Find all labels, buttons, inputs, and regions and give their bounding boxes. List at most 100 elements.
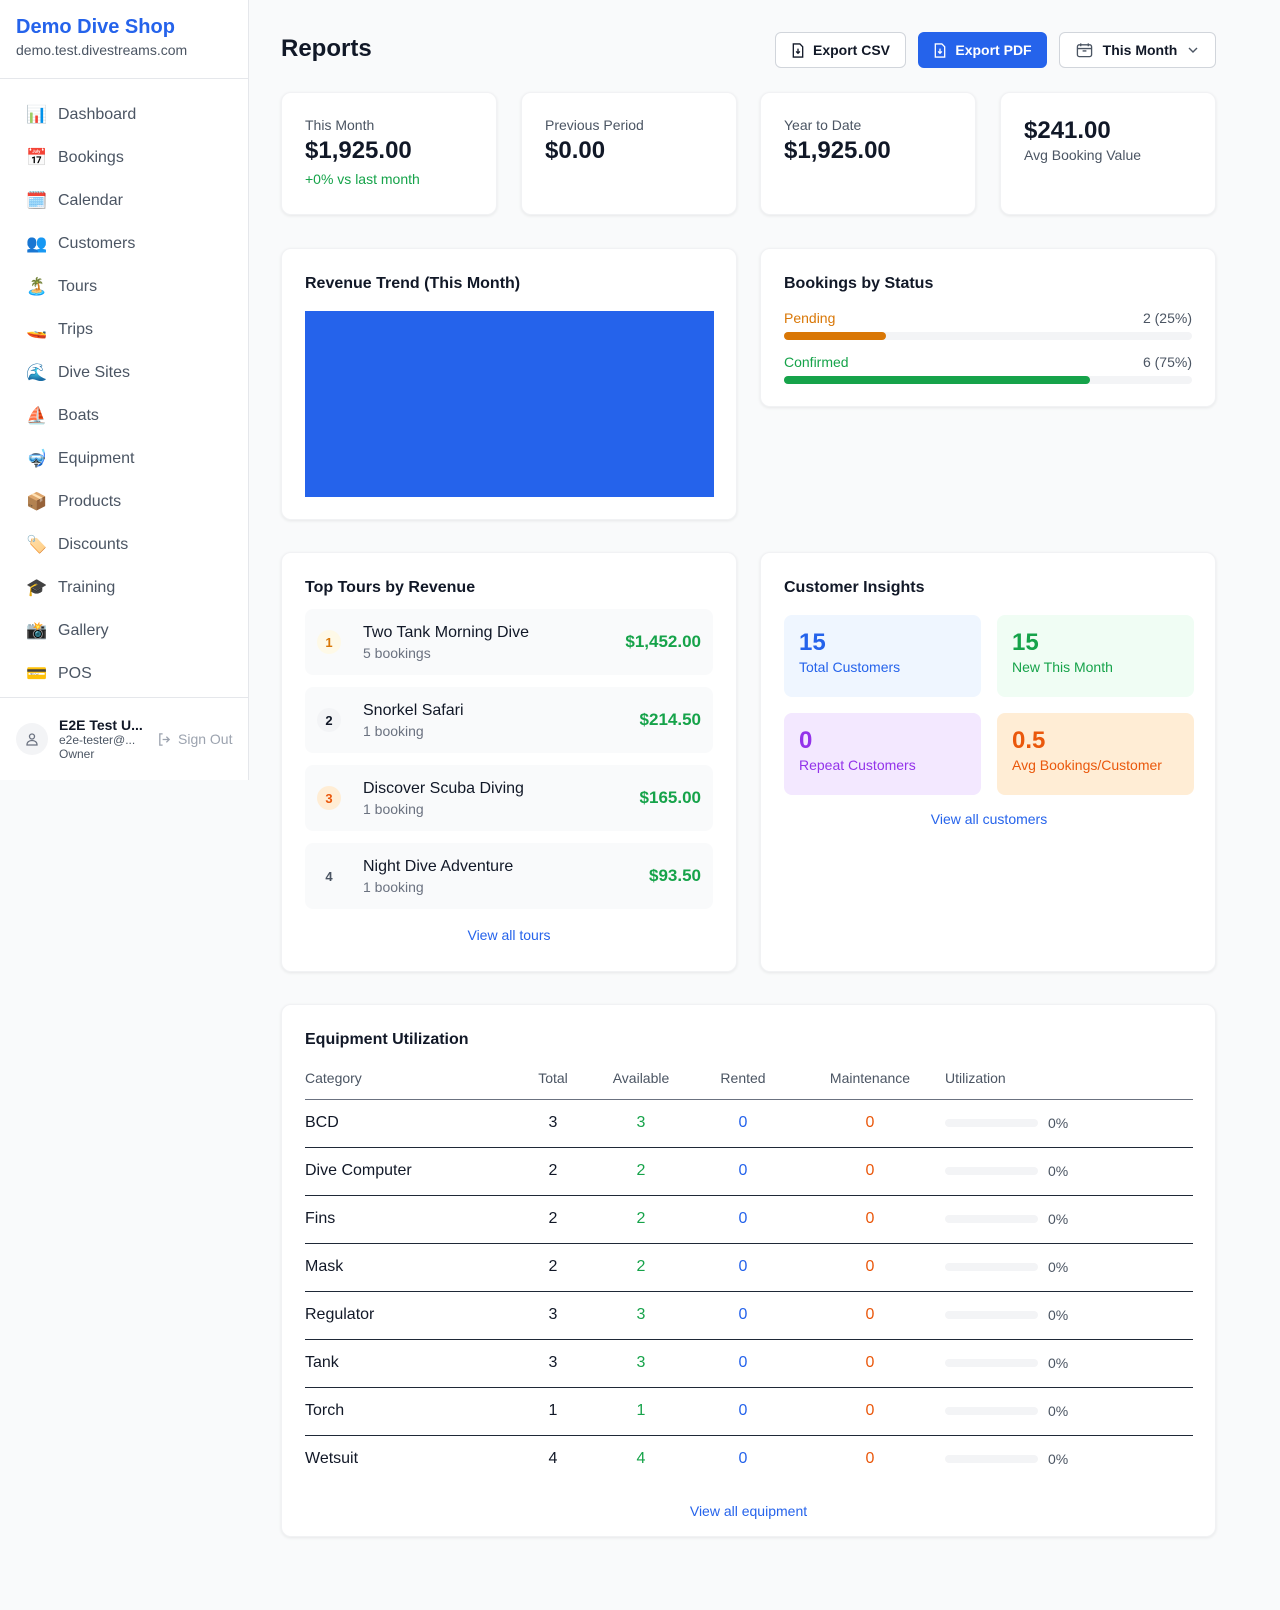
column-header: Available [591, 1057, 691, 1100]
insight-value: 0 [799, 727, 813, 754]
table-row: Wetsuit 4 4 0 0 0% [305, 1435, 1193, 1483]
sidebar-item-trips[interactable]: 🚤 Trips [0, 308, 248, 351]
tour-bookings: 1 booking [363, 878, 424, 895]
sidebar-item-label: Tours [58, 277, 98, 295]
status-label: Pending [784, 310, 836, 326]
customer-insights-title: Customer Insights [784, 579, 925, 596]
sign-out-icon [159, 732, 171, 746]
utilization-value: 0% [1048, 1403, 1069, 1419]
sign-out-button[interactable]: Sign Out [157, 731, 232, 747]
stat-label: Year to Date [784, 117, 862, 133]
insight-value: 15 [1012, 629, 1039, 656]
tour-bookings: 5 bookings [363, 644, 431, 661]
sidebar-item-dashboard[interactable]: 📊 Dashboard [0, 93, 248, 136]
cell-total: 3 [515, 1339, 591, 1388]
status-label: Confirmed [784, 354, 849, 370]
tour-revenue: $93.50 [649, 866, 701, 885]
status-row-confirmed: Confirmed 6 (75%) [784, 354, 1192, 370]
sidebar-item-tours[interactable]: 🏝️ Tours [0, 265, 248, 308]
top-tours-card: Top Tours by Revenue 1 Two Tank Morning D… [281, 552, 737, 972]
utilization-bar [945, 1311, 1038, 1319]
sidebar-item-training[interactable]: 🎓 Training [0, 566, 248, 609]
sidebar-item-bookings[interactable]: 📅 Bookings [0, 136, 248, 179]
sidebar-item-customers[interactable]: 👥 Customers [0, 222, 248, 265]
cell-utilization: 0% [945, 1387, 1193, 1436]
boats-icon: ⛵ [26, 405, 48, 425]
tour-revenue: $165.00 [639, 788, 701, 807]
stat-value: $1,925.00 [305, 137, 412, 164]
cell-utilization: 0% [945, 1099, 1193, 1148]
pos-icon: 💳 [26, 663, 48, 683]
period-select[interactable]: This Month [1059, 32, 1216, 68]
customer-insights-card: Customer Insights 15 Total Customers 15 New… [760, 552, 1216, 972]
column-header: Rented [691, 1057, 795, 1100]
stat-card: Previous Period $0.00 [521, 92, 737, 215]
cell-category: Regulator [305, 1291, 515, 1340]
equipment-table: Category Total Available Rented Maintenance U… [305, 1057, 1193, 1483]
insight-value: 15 [799, 629, 826, 656]
tours-icon: 🏝️ [26, 276, 48, 296]
cell-available: 3 [591, 1291, 691, 1340]
cell-maintenance: 0 [865, 1450, 875, 1468]
cell-total: 1 [515, 1387, 591, 1436]
export-pdf-button[interactable]: Export PDF [918, 32, 1047, 68]
tour-list-item[interactable]: 2 Snorkel Safari 1 booking $214.50 [305, 687, 713, 753]
sidebar-item-label: Discounts [58, 535, 129, 553]
stat-change: +0% vs last month [305, 171, 420, 187]
period-select-value: This Month [1102, 42, 1178, 58]
cell-total: 2 [515, 1147, 591, 1196]
stat-value: $0.00 [545, 137, 606, 164]
sidebar-item-discounts[interactable]: 🏷️ Discounts [0, 523, 248, 566]
sidebar: Demo Dive Shop demo.test.divestreams.com… [0, 0, 249, 780]
sidebar-item-products[interactable]: 📦 Products [0, 480, 248, 523]
sidebar-item-pos[interactable]: 💳 POS [0, 652, 248, 695]
utilization-bar [945, 1263, 1038, 1271]
view-all-tours-link[interactable]: View all tours [467, 927, 551, 943]
sidebar-item-dive-sites[interactable]: 🌊 Dive Sites [0, 351, 248, 394]
cell-available: 1 [591, 1387, 691, 1436]
cell-utilization: 0% [945, 1435, 1193, 1483]
sidebar-item-boats[interactable]: ⛵ Boats [0, 394, 248, 437]
cell-utilization: 0% [945, 1291, 1193, 1340]
tour-name: Discover Scuba Diving [363, 779, 524, 797]
tour-rank-badge: 2 [317, 708, 341, 732]
stat-card: This Month $1,925.00 +0% vs last month [281, 92, 497, 215]
bookings-by-status-title: Bookings by Status [784, 275, 934, 292]
cell-category: Fins [305, 1195, 515, 1244]
shop-name[interactable]: Demo Dive Shop [16, 16, 175, 38]
calendar-icon: 🗓️ [26, 190, 48, 210]
sidebar-item-gallery[interactable]: 📸 Gallery [0, 609, 248, 652]
insight-tile: 15 New This Month [997, 615, 1194, 697]
export-pdf-label: Export PDF [955, 42, 1032, 58]
export-csv-button[interactable]: Export CSV [775, 32, 906, 68]
sidebar-item-label: Dive Sites [58, 363, 131, 381]
insight-label: Repeat Customers [799, 757, 916, 773]
utilization-bar [945, 1407, 1038, 1415]
cell-available: 2 [591, 1147, 691, 1196]
tour-list-item[interactable]: 1 Two Tank Morning Dive 5 bookings $1,452.0… [305, 609, 713, 675]
revenue-trend-chart-bar [305, 311, 714, 497]
shop-url: demo.test.divestreams.com [16, 42, 188, 58]
utilization-value: 0% [1048, 1259, 1069, 1275]
tour-list-item[interactable]: 3 Discover Scuba Diving 1 booking $165.00 [305, 765, 713, 831]
sidebar-item-label: Dashboard [58, 105, 137, 123]
sidebar-item-equipment[interactable]: 🤿 Equipment [0, 437, 248, 480]
trips-icon: 🚤 [26, 319, 48, 339]
calendar-icon [1076, 43, 1092, 58]
tour-revenue: $214.50 [639, 710, 701, 729]
cell-category: Dive Computer [305, 1147, 515, 1196]
cell-maintenance: 0 [795, 1339, 945, 1388]
view-all-customers-link[interactable]: View all customers [930, 811, 1048, 827]
cell-utilization: 0% [945, 1339, 1193, 1388]
tour-list-item[interactable]: 4 Night Dive Adventure 1 booking $93.50 [305, 843, 713, 909]
cell-rented: 0 [691, 1339, 795, 1388]
utilization-bar [945, 1167, 1038, 1175]
sidebar-item-label: Equipment [58, 449, 135, 467]
table-row: Torch 1 1 0 0 0% [305, 1387, 1193, 1436]
cell-rented: 0 [691, 1243, 795, 1292]
utilization-value: 0% [1048, 1451, 1069, 1468]
table-row: BCD 3 3 0 0 0% [305, 1099, 1193, 1148]
view-all-equipment-link[interactable]: View all equipment [689, 1503, 808, 1519]
cell-category: Wetsuit [305, 1450, 359, 1468]
sidebar-item-calendar[interactable]: 🗓️ Calendar [0, 179, 248, 222]
